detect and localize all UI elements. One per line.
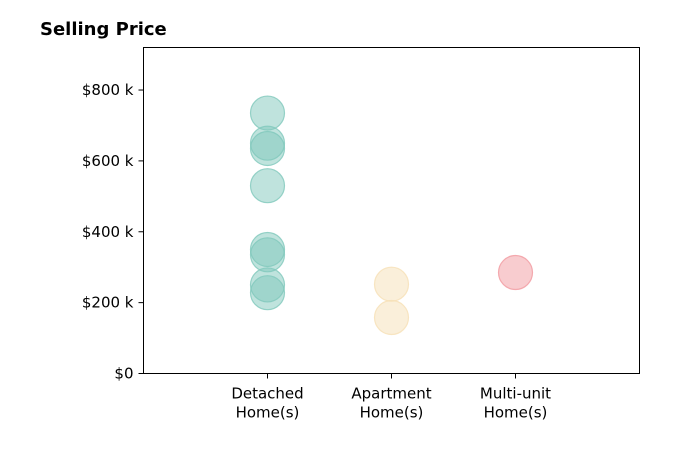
data-point xyxy=(249,130,286,167)
chart-title: Selling Price xyxy=(40,19,167,40)
data-point xyxy=(373,266,410,302)
x-tick-label-line: Multi-unit xyxy=(480,385,551,403)
x-tick-label-line: Home(s) xyxy=(360,404,424,422)
y-tick-label: $800 k xyxy=(82,81,134,99)
y-tick-label: $0 xyxy=(114,365,133,383)
x-tick-label: Apartment Home(s) xyxy=(351,385,431,422)
x-axis: Detached Home(s)Apartment Home(s)Multi-uni… xyxy=(231,373,551,422)
data-point xyxy=(249,237,286,273)
data-point xyxy=(249,95,286,131)
y-tick-label: $200 k xyxy=(82,294,134,312)
x-tick-label: Multi-unit Home(s) xyxy=(480,385,551,422)
y-axis: $0 $200 k $400 k $600 k $800 k xyxy=(82,81,144,383)
x-tick-label-line: Apartment xyxy=(351,385,431,403)
x-tick-label-line: Detached xyxy=(231,385,303,403)
data-point xyxy=(373,299,410,336)
data-point xyxy=(249,168,286,204)
data-point xyxy=(249,275,286,311)
x-tick-label-line: Home(s) xyxy=(484,404,548,422)
y-tick-label: $600 k xyxy=(82,152,134,170)
scatter-marks xyxy=(249,95,534,336)
x-tick-label: Detached Home(s) xyxy=(231,385,303,422)
y-tick-label: $400 k xyxy=(82,223,134,241)
data-point xyxy=(497,254,534,291)
x-tick-label-line: Home(s) xyxy=(236,404,300,422)
